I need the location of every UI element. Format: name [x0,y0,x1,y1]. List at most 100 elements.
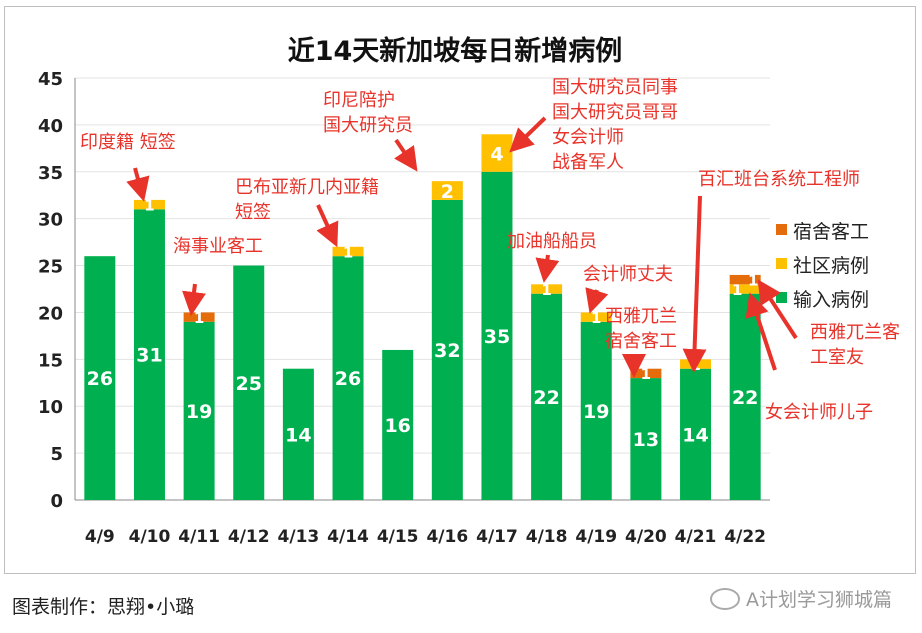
x-tick-label: 4/11 [178,527,220,547]
legend-swatch [776,292,787,303]
x-tick-label: 4/9 [85,527,115,547]
data-label: 26 [87,368,113,390]
annotation-text: 女会计师儿子 [765,402,873,423]
data-label: 31 [136,345,162,367]
bar-segment [282,368,314,500]
y-tick-label: 30 [38,210,63,231]
data-label: 22 [533,387,559,409]
bar-segment [183,321,215,500]
bar-segment [481,134,513,172]
bar-segment [133,199,165,210]
bar-segment [84,256,116,500]
legend-label: 社区病例 [793,255,869,277]
annotation-text: 印尼陪护 [323,90,395,111]
annotation-arrow [182,283,206,316]
data-label: 1 [343,243,353,261]
annotation-arrow [535,254,560,283]
y-tick-label: 0 [50,491,63,512]
annotation-text: 国大研究员同事 [552,77,678,98]
data-label: 25 [236,373,262,395]
annotation-text: 国大研究员 [323,115,413,136]
x-tick-label: 4/12 [228,527,270,547]
x-tick-label: 4/13 [278,527,320,547]
chart-frame [4,6,916,574]
data-label: 32 [434,340,460,362]
bar-segment [729,274,761,285]
annotation-text: 加油船船员 [507,231,597,252]
annotation-arrow [745,292,777,371]
bar-segment [580,321,612,500]
annotation-text: 海事业客工 [173,236,263,257]
annotation-arrow [316,204,339,248]
legend-swatch [776,258,787,269]
y-tick-label: 35 [38,163,63,184]
bar-segment [382,349,414,500]
x-tick-label: 4/21 [675,527,717,547]
data-label: 19 [583,401,609,423]
legend-label: 输入病例 [793,289,869,311]
annotation-text: 西雅兀兰 [605,306,677,327]
wechat-icon [710,587,740,610]
annotation-arrow [394,138,418,172]
data-label: 22 [732,387,758,409]
x-tick-label: 4/16 [426,527,468,547]
y-tick-label: 5 [50,444,63,465]
data-label: 35 [484,326,510,348]
data-label: 1 [641,365,651,383]
annotation-arrow [126,167,150,202]
data-label: 1 [591,309,601,327]
bar-segment [531,284,563,294]
annotation-text: 百汇班台系统工程师 [698,169,860,190]
annotation-arrow [509,116,547,153]
data-label: 1 [732,281,742,299]
data-label: 1 [748,271,758,289]
bar-segment [580,312,612,322]
data-label: 26 [335,368,361,390]
data-label: 1 [541,281,551,299]
x-tick-label: 4/17 [476,527,518,547]
annotation-arrow [682,195,707,373]
y-tick-label: 20 [38,303,63,324]
annotation-text: 巴布亚新几内亚籍 [235,177,379,198]
chart-title: 近14天新加坡每日新增病例 [288,35,623,67]
y-tick-label: 25 [38,257,63,278]
x-tick-label: 4/15 [377,527,419,547]
annotation-text: 女会计师 [552,127,624,148]
bar-segment [133,209,165,501]
y-tick-label: 15 [38,350,63,371]
annotation-text: 工室友 [810,347,864,368]
bar-segment [332,256,364,500]
data-label: 1 [144,196,154,214]
watermark-text: A计划学习狮城篇 [746,589,892,611]
bar-segment [729,293,761,500]
annotation-text: 国大研究员哥哥 [552,102,678,123]
bar-segment [431,181,463,200]
data-label: 2 [441,181,454,203]
y-tick-label: 10 [38,397,63,418]
bar-segment [729,284,761,294]
annotation-text: 短签 [235,202,271,223]
data-label: 13 [633,429,659,451]
data-label: 16 [384,415,410,437]
bar-segment [531,293,563,500]
x-tick-label: 4/20 [625,527,667,547]
bar-segment [431,199,463,500]
x-tick-label: 4/18 [526,527,568,547]
bar-segment [233,265,265,500]
bar-segment [680,368,712,500]
data-label: 19 [186,401,212,423]
watermark: A计划学习狮城篇 [710,585,892,612]
x-tick-label: 4/14 [327,527,369,547]
annotation-text: 战备军人 [552,152,624,173]
legend-swatch [776,224,787,235]
data-label: 14 [682,424,708,446]
chart-credit: 图表制作：思翔•小璐 [12,596,195,618]
y-tick-label: 40 [38,116,63,137]
bar-segment [183,312,215,322]
annotation-text: 宿舍客工 [605,331,677,352]
y-tick-label: 45 [38,69,63,90]
data-label: 14 [285,424,311,446]
bar-segment [630,378,662,500]
bar-segment [332,246,364,257]
